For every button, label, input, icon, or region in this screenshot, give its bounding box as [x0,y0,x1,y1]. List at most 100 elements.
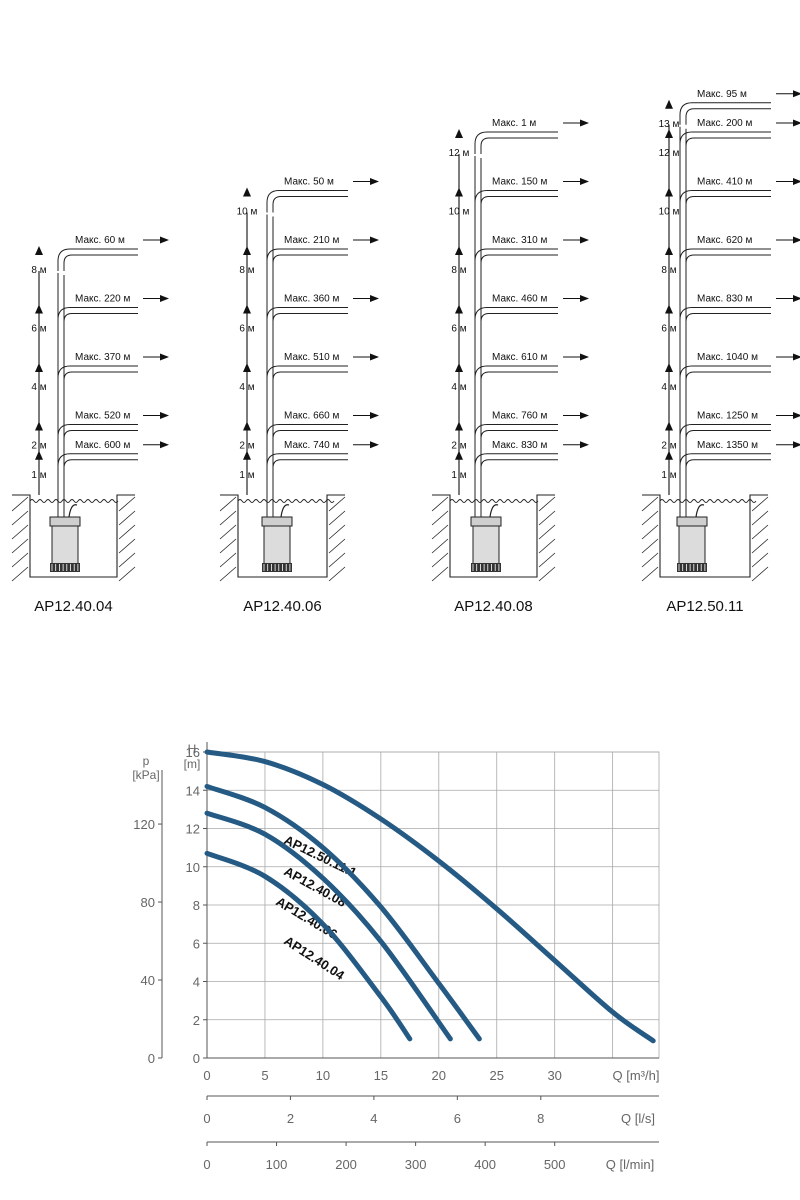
x-axis-label-ls: Q [l/s] [621,1111,655,1126]
branch-pipe-top [679,365,771,388]
flow-arrow-head [580,412,589,419]
x-axis-label-lmin: Q [l/min] [606,1157,654,1172]
branch-pipe-top [679,102,771,125]
hatch-line [641,566,659,582]
height-label: 4 м [239,382,254,393]
pump-head [676,516,708,527]
height-arrow [35,246,43,255]
max-distance-label: Макс. 95 м [697,89,747,100]
pressure-tick-label: 0 [148,1051,155,1066]
max-distance-label: Макс. 1 м [492,118,536,129]
y-tick-label: 4 [193,975,200,990]
y-tick-label: 12 [186,822,200,837]
max-distance-value: 220 м [104,294,130,305]
hatch-line [11,510,29,526]
x-tick-label: 30 [547,1068,561,1083]
pit [431,494,556,582]
max-distance-label: Макс. 150 м [492,177,548,188]
hatch-line [751,524,769,540]
pump-cable [695,504,705,518]
hatch-line [118,538,136,554]
max-prefix: Макс. [284,352,313,363]
pump-strainer [50,563,80,572]
y-tick-label: 8 [193,898,200,913]
height-arrow [665,304,673,314]
height-label: 13 м [659,119,680,130]
height-arrow [243,363,251,372]
hatch-line [641,552,659,568]
model-label: AP12.40.08 [454,598,532,615]
hatch-line [11,552,29,568]
flow-arrow-head [793,353,800,361]
hatch-line [431,552,449,568]
height-label: 1 м [661,470,676,481]
pit [641,494,769,582]
max-prefix: Макс. [492,235,521,246]
height-arrow [35,363,43,372]
max-distance-value: 830 м [726,294,752,305]
branch-pipe-top [474,248,558,271]
max-distance-value: 95 м [726,89,747,100]
height-label: 8 м [661,265,676,276]
max-distance-value: 620 м [726,235,752,246]
max-distance-label: Макс. 610 м [492,352,548,363]
pump-cable [68,504,78,518]
max-prefix: Макс. [284,411,313,422]
hatch-line [538,566,556,582]
max-prefix: Макс. [492,118,521,129]
pressure-tick-label: 40 [141,973,155,988]
flow-arrow-head [793,441,800,449]
branch-pipe-bottom [685,254,771,271]
pump-cable [280,504,290,518]
height-label: 4 м [31,382,46,393]
max-distance-label: Макс. 660 м [284,411,340,422]
hatch-line [328,510,346,526]
height-arrow [665,363,673,372]
hatch-line [118,524,136,540]
branch-pipe-top [266,365,348,388]
hatch-line [11,524,29,540]
lmin-tick-label: 400 [474,1157,496,1172]
max-distance-value: 50 м [313,177,334,188]
hatch-line [431,510,449,526]
flow-arrow-head [370,412,379,419]
hatch-line [538,510,556,526]
height-label: 6 м [239,324,254,335]
branch-pipe-bottom [272,313,348,330]
height-arrow [665,450,673,460]
height-arrow [455,421,463,431]
hatch-line [219,566,237,582]
pump-icon [676,504,708,572]
height-label: 1 м [451,470,466,481]
hatch-line [641,496,659,512]
max-distance-value: 660 м [313,411,339,422]
hatch-line [751,496,769,512]
max-distance-label: Макс. 740 м [284,440,340,451]
pump-cable [489,504,499,518]
flow-arrow-head [793,178,800,185]
pressure-tick-label: 80 [141,895,155,910]
hatch-line [751,510,769,526]
hatch-line [328,524,346,540]
flow-arrow-head [370,236,379,244]
pump-head [261,516,293,527]
branch-pipe-top [266,190,348,213]
max-prefix: Макс. [75,440,104,451]
pit [219,494,346,582]
max-distance-label: Макс. 410 м [697,177,753,188]
diagram-ap12-40-06: AP12.40.06 1 м Макс. 740 м 2 м Макс. 660 м 4 … [219,177,379,615]
y-tick-label: 14 [186,783,200,798]
branch-pipe-bottom [480,196,558,213]
lmin-tick-label: 300 [405,1157,427,1172]
branch-pipe-top [474,453,558,476]
max-distance-label: Макс. 210 м [284,235,340,246]
flow-arrow-head [793,295,800,302]
height-label: 4 м [451,382,466,393]
branch-pipe-top [679,248,771,271]
branch-pipe-bottom [480,137,558,154]
branch-pipe-bottom [480,371,558,388]
y-tick-label: 6 [193,936,200,951]
max-distance-label: Макс. 830 м [697,294,753,305]
max-distance-label: Макс. 830 м [492,440,548,451]
